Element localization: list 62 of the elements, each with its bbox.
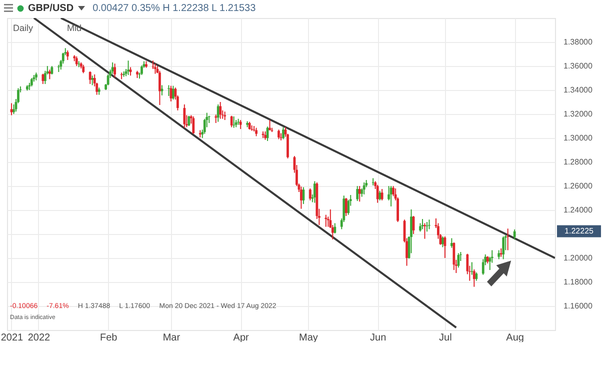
candlestick — [88, 70, 92, 84]
candlestick — [158, 70, 161, 106]
x-tick-label: Feb — [100, 332, 118, 344]
annotation: Daily — [13, 23, 34, 33]
chart-subtitle: 0.00427 0.35% H 1.22238 L 1.21533 — [92, 2, 256, 14]
chart-title: GBP/USD — [28, 2, 74, 14]
x-tick-label: 2021 — [0, 332, 24, 344]
candlestick — [344, 198, 348, 216]
y-tick-label: 1.38000 — [564, 38, 593, 46]
x-tick-label: Jul — [439, 332, 452, 344]
annotation: Mid — [67, 23, 82, 33]
y-tick-label: 1.34000 — [564, 86, 593, 94]
candlestick — [356, 186, 359, 202]
x-tick-label: 2022 — [28, 332, 50, 344]
candlestick — [308, 188, 312, 201]
candlestick — [140, 64, 143, 76]
candlestick — [91, 75, 94, 86]
candlestick — [502, 236, 505, 260]
y-tick-label: 1.32000 — [564, 110, 593, 118]
x-tick-label: Mar — [162, 332, 181, 344]
y-tick-label: 1.18000 — [564, 278, 593, 286]
candlestick — [376, 184, 379, 204]
candlestick — [168, 84, 170, 96]
y-tick-label: 1.26000 — [564, 182, 593, 190]
candlestick — [183, 104, 186, 128]
candlestick — [127, 60, 130, 76]
y-tick-label: 1.36000 — [564, 62, 593, 70]
candlestick — [282, 126, 284, 140]
candlestick — [230, 115, 233, 128]
candlestick — [44, 70, 46, 84]
candlestick — [452, 242, 456, 270]
candlestick — [154, 63, 156, 74]
candlestick — [442, 236, 444, 248]
candlestick — [75, 56, 78, 66]
candlestick — [192, 116, 195, 134]
ref-line-label: 1.22225 — [564, 226, 594, 236]
candlestick — [392, 186, 394, 197]
y-tick-label: 1.30000 — [564, 134, 593, 142]
candlestick — [358, 186, 361, 202]
y-tick-label: 1.28000 — [564, 158, 593, 166]
y-tick-label: 1.20000 — [564, 254, 593, 262]
y-tick-label: 1.24000 — [564, 206, 593, 214]
candlestick — [216, 104, 220, 122]
candlestick — [66, 50, 69, 60]
candlestick — [472, 268, 476, 288]
x-tick-label: Jun — [370, 332, 386, 344]
candlestick — [114, 63, 116, 78]
candlestick — [188, 115, 190, 126]
candlestick — [42, 73, 44, 84]
candlestick — [362, 182, 366, 195]
candlestick — [513, 228, 516, 240]
candlestick — [482, 258, 484, 276]
candlestick — [48, 69, 51, 80]
candlestick — [300, 186, 302, 210]
candlestick — [111, 62, 114, 74]
candlestick — [457, 252, 460, 268]
candlestick — [219, 102, 222, 120]
candlestick — [470, 262, 474, 276]
y-tick-label: 1.16000 — [564, 302, 593, 310]
candlestick — [278, 129, 280, 140]
candlestick — [380, 188, 384, 201]
candlestick — [106, 74, 110, 86]
